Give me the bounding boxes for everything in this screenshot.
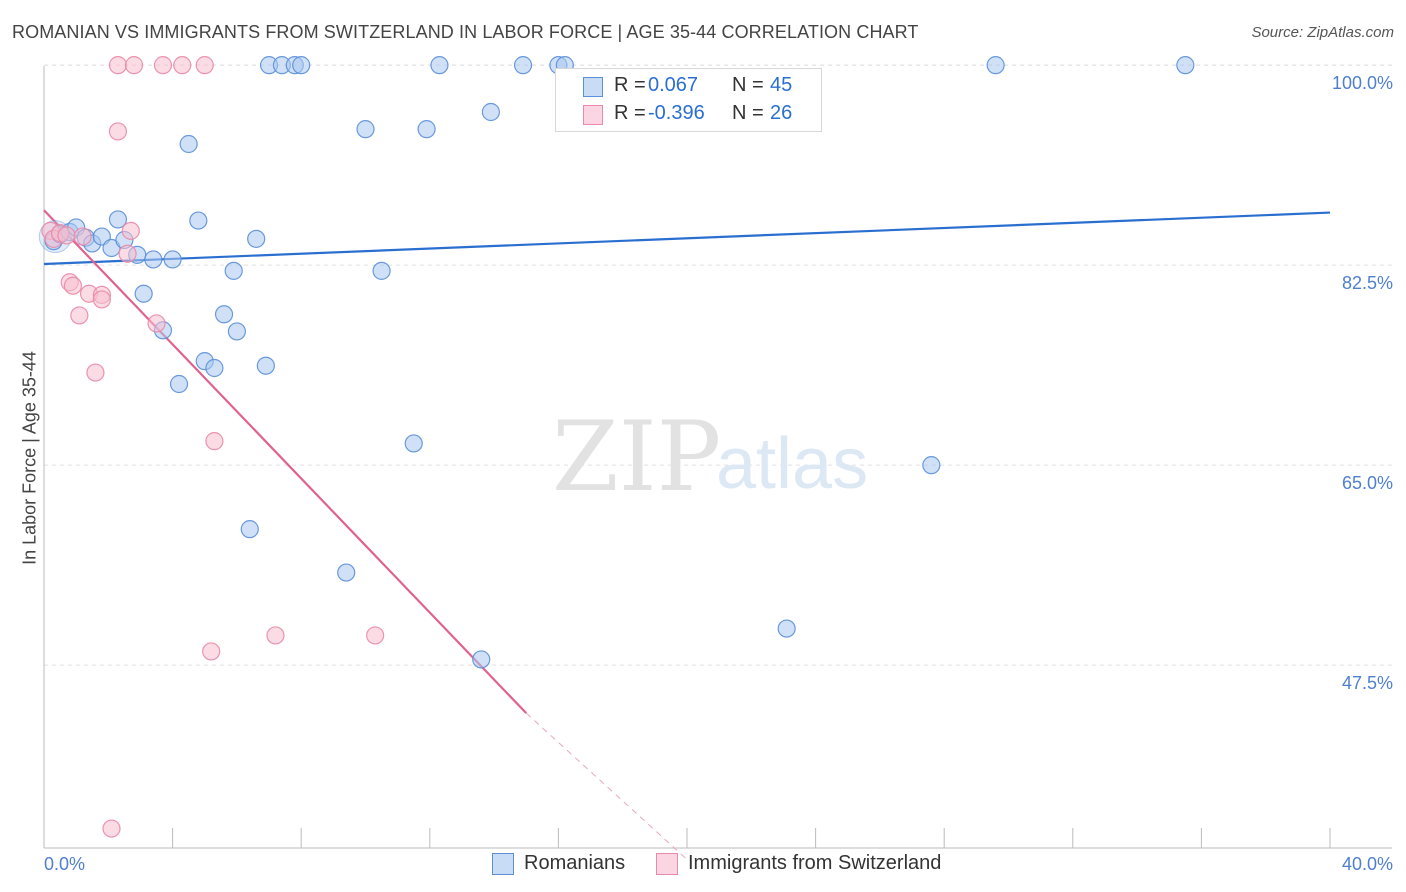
legend-row-switzerland: R = -0.396 N = 26 xyxy=(556,101,821,129)
switzerland-point xyxy=(124,56,144,75)
switzerland-point xyxy=(70,306,89,325)
romanian-point xyxy=(214,305,234,324)
switzerland-trend-line xyxy=(43,209,528,714)
switzerland-legend-label: Immigrants from Switzerland xyxy=(688,852,942,874)
switzerland-point xyxy=(108,122,128,141)
watermark-zip: ZIP xyxy=(552,401,721,513)
switzerland-point xyxy=(195,56,214,75)
romanians-legend-label: Romanians xyxy=(524,852,626,874)
romanian-point xyxy=(205,358,224,378)
switzerland-point xyxy=(102,819,121,838)
romanians-legend-swatch xyxy=(492,853,514,875)
grid-lines xyxy=(44,64,1392,666)
y-axis-label: In Labor Force | Age 35-44 xyxy=(19,351,40,565)
source-credit: Source: ZipAtlas.com xyxy=(1251,24,1394,41)
romanian-point xyxy=(240,520,259,539)
romanian-point xyxy=(1176,56,1195,75)
r-value: -0.396 xyxy=(648,102,705,124)
romanian-point xyxy=(179,134,198,154)
romanians-trend-line xyxy=(43,211,1331,266)
switzerland-point xyxy=(153,56,173,75)
switzerland-trend-line xyxy=(525,712,688,860)
romanian-point xyxy=(247,229,266,248)
x-tick-label: 0.0% xyxy=(44,854,85,874)
n-value: 26 xyxy=(770,102,793,124)
r-label: R = xyxy=(614,74,646,96)
switzerland-legend-swatch xyxy=(656,853,678,875)
romanian-point xyxy=(430,56,449,75)
switzerland-point xyxy=(57,226,76,245)
switzerland-point xyxy=(366,626,385,645)
romanian-point xyxy=(227,322,246,341)
romanian-point xyxy=(472,650,491,669)
legend-row-romanians: R = 0.067 N = 45 xyxy=(556,73,821,101)
tick-labels: 100.0% 82.5% 65.0% 47.5% 0.0% 40.0% xyxy=(44,73,1393,874)
romanian-point xyxy=(163,250,182,269)
romanian-point xyxy=(356,120,375,139)
switzerland-point xyxy=(108,56,128,75)
romanian-point xyxy=(256,356,275,375)
romanian-point xyxy=(417,120,436,139)
y-tick-label: 47.5% xyxy=(1342,673,1393,693)
r-value: 0.067 xyxy=(648,74,699,96)
n-label: N = xyxy=(732,74,764,96)
romanian-point xyxy=(224,261,243,280)
romanian-point xyxy=(337,563,356,582)
n-value: 45 xyxy=(770,74,793,96)
romanian-point xyxy=(292,56,311,75)
y-tick-label: 65.0% xyxy=(1342,473,1393,493)
romanian-point xyxy=(108,210,128,229)
romanian-point xyxy=(481,102,500,122)
n-label: N = xyxy=(732,102,764,124)
switzerland-swatch xyxy=(583,105,603,125)
switzerland-point xyxy=(202,642,221,661)
romanian-point xyxy=(169,374,189,394)
romanian-point xyxy=(986,56,1005,75)
correlation-legend: R = 0.067 N = 45 R = -0.396 N = 26 xyxy=(555,68,822,132)
r-label: R = xyxy=(614,102,646,124)
romanian-point xyxy=(102,238,121,258)
switzerland-point xyxy=(147,314,166,333)
switzerland-point xyxy=(121,221,140,240)
switzerland-point xyxy=(63,276,83,295)
trend-lines xyxy=(43,209,1331,860)
romanian-point xyxy=(922,456,941,475)
switzerland-point xyxy=(73,227,92,246)
switzerland-point xyxy=(173,56,192,75)
axes xyxy=(43,66,1392,849)
watermark-atlas: atlas xyxy=(716,424,868,504)
y-tick-label: 100.0% xyxy=(1332,73,1393,93)
romanian-point xyxy=(134,284,153,303)
romanian-point xyxy=(777,619,796,638)
romanian-point xyxy=(372,261,391,280)
data-points xyxy=(38,56,1195,838)
y-tick-label: 82.5% xyxy=(1342,273,1393,293)
switzerland-point xyxy=(118,244,137,263)
switzerland-point xyxy=(205,432,224,451)
romanian-point xyxy=(189,211,208,230)
switzerland-point xyxy=(86,363,105,382)
switzerland-point xyxy=(266,626,285,645)
romanian-point xyxy=(144,250,163,269)
romanians-swatch xyxy=(583,77,603,97)
x-tick-label: 40.0% xyxy=(1342,854,1393,874)
romanian-point xyxy=(404,434,423,453)
chart-title: ROMANIAN VS IMMIGRANTS FROM SWITZERLAND … xyxy=(12,22,919,42)
switzerland-point xyxy=(92,290,111,309)
romanian-point xyxy=(513,56,533,75)
